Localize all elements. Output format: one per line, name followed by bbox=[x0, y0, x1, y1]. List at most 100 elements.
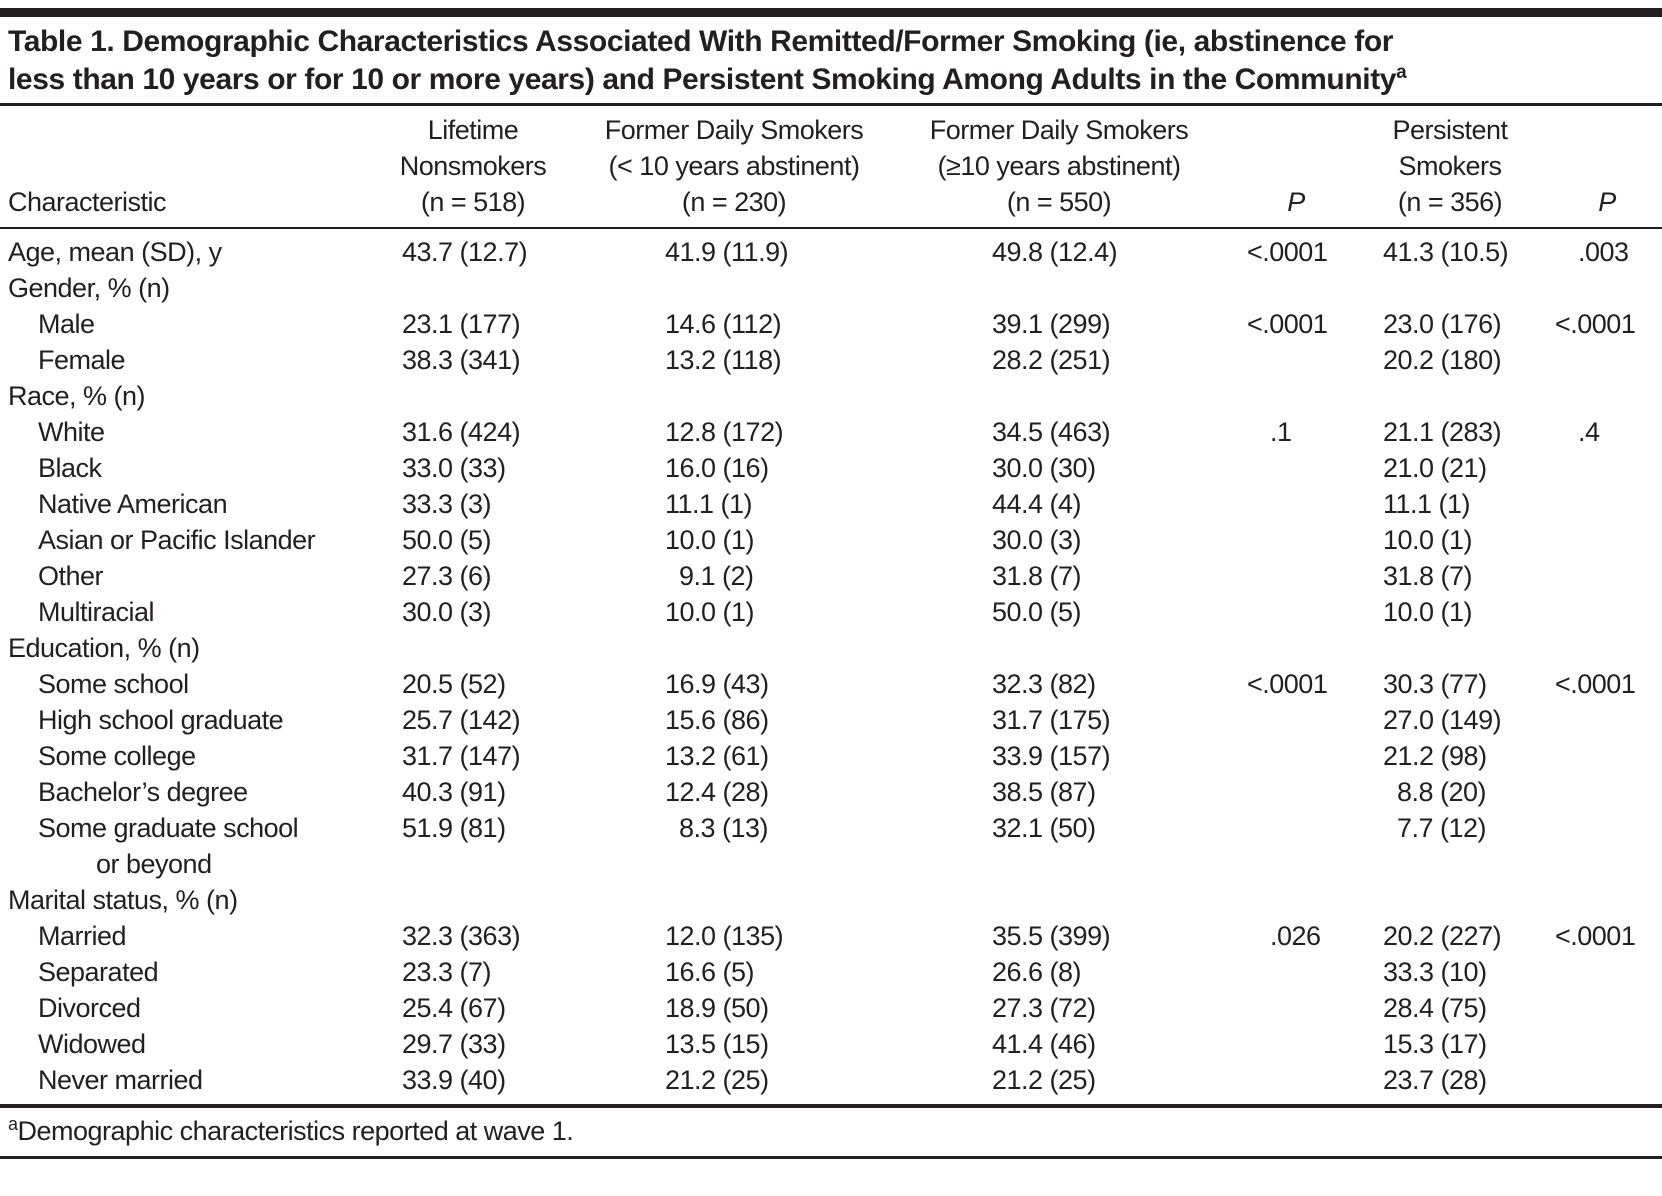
table-row: Widowed 29.7 (33) 13.5 (15) 41.4 (46) 15.3 (… bbox=[0, 1026, 1662, 1062]
value-cell: 9.1 (2) bbox=[679, 561, 754, 591]
p-value-cell bbox=[1247, 486, 1383, 522]
row-label: Married bbox=[38, 921, 127, 951]
value-cell: 10.0 (1) bbox=[665, 597, 755, 627]
value-cell: 7.7 (12) bbox=[1397, 813, 1487, 843]
p-value-cell bbox=[1247, 342, 1383, 378]
p-value-cell bbox=[1247, 378, 1383, 414]
p-value-cell bbox=[1247, 954, 1383, 990]
value-cell: 28.2 (251) bbox=[992, 345, 1111, 375]
value-cell: 12.4 (28) bbox=[665, 777, 769, 807]
value-cell: 31.7 (147) bbox=[402, 741, 521, 771]
row-label: Black bbox=[38, 453, 102, 483]
value-cell: 43.7 (12.7) bbox=[402, 237, 528, 267]
table-row: Education, % (n) bbox=[0, 630, 1662, 666]
rule-under-title bbox=[0, 103, 1662, 106]
row-label: White bbox=[38, 417, 105, 447]
value-cell: 8.8 (20) bbox=[1397, 777, 1487, 807]
value-cell: 31.8 (7) bbox=[1383, 561, 1473, 591]
p-value-cell bbox=[1555, 738, 1662, 774]
value-cell bbox=[1383, 630, 1555, 666]
p-value-cell bbox=[1555, 270, 1662, 306]
value-cell: 23.1 (177) bbox=[402, 309, 521, 339]
value-cell: 21.0 (21) bbox=[1383, 453, 1487, 483]
row-label: Male bbox=[38, 309, 95, 339]
table-row: Multiracial 30.0 (3) 10.0 (1) 50.0 (5) 10.0 … bbox=[0, 594, 1662, 630]
value-cell bbox=[992, 378, 1247, 414]
p-value-cell bbox=[1555, 882, 1662, 918]
value-cell: 32.3 (82) bbox=[992, 669, 1096, 699]
table-row: High school graduate 25.7 (142) 15.6 (86) 3… bbox=[0, 702, 1662, 738]
value-cell: 41.9 (11.9) bbox=[665, 237, 789, 267]
p-value-cell bbox=[1555, 1026, 1662, 1062]
p-value-cell bbox=[1555, 342, 1662, 378]
value-cell: 23.3 (7) bbox=[402, 957, 492, 987]
p-value-cell bbox=[1247, 630, 1383, 666]
p-value-cell: <.0001 bbox=[1247, 309, 1328, 339]
table-footnote: aDemographic characteristics reported at… bbox=[0, 1108, 1662, 1156]
p-value-cell bbox=[1247, 1026, 1383, 1062]
value-cell: 16.0 (16) bbox=[665, 453, 769, 483]
row-label: Some graduate school or beyond bbox=[8, 810, 402, 882]
value-cell: 16.9 (43) bbox=[665, 669, 769, 699]
p-value-cell bbox=[1247, 450, 1383, 486]
table-row: Marital status, % (n) bbox=[0, 882, 1662, 918]
value-cell: 35.5 (399) bbox=[992, 921, 1111, 951]
value-cell: 8.3 (13) bbox=[679, 813, 769, 843]
row-label: Marital status, % (n) bbox=[8, 885, 238, 915]
value-cell: 49.8 (12.4) bbox=[992, 237, 1118, 267]
row-label: Age, mean (SD), y bbox=[8, 237, 222, 267]
value-cell: 50.0 (5) bbox=[402, 525, 492, 555]
value-cell: 27.0 (149) bbox=[1383, 705, 1502, 735]
row-label: Female bbox=[38, 345, 126, 375]
value-cell: 13.5 (15) bbox=[665, 1029, 769, 1059]
row-label: Multiracial bbox=[38, 597, 155, 627]
table-title-line-1: Table 1. Demographic Characteristics Ass… bbox=[8, 25, 1394, 58]
value-cell bbox=[992, 630, 1247, 666]
rule-under-header bbox=[0, 227, 1662, 229]
column-header-characteristic: Characteristic bbox=[8, 187, 167, 217]
value-cell bbox=[665, 378, 992, 414]
row-label: Divorced bbox=[38, 993, 141, 1023]
row-label: Race, % (n) bbox=[8, 381, 146, 411]
value-cell bbox=[992, 270, 1247, 306]
p-value-cell: .003 bbox=[1578, 237, 1629, 267]
column-header-former-smokers-ge10: Former Daily Smokers (≥10 years abstinen… bbox=[929, 115, 1189, 217]
value-cell: 23.7 (28) bbox=[1383, 1065, 1487, 1095]
p-value-cell bbox=[1555, 1062, 1662, 1098]
value-cell: 30.0 (30) bbox=[992, 453, 1096, 483]
p-value-cell: <.0001 bbox=[1247, 669, 1328, 699]
value-cell: 15.6 (86) bbox=[665, 705, 769, 735]
footnote-marker: a bbox=[8, 1114, 18, 1134]
table-title: Table 1. Demographic Characteristics Ass… bbox=[0, 23, 1662, 99]
p-value-cell bbox=[1555, 630, 1662, 666]
table-title-line-2: less than 10 years or for 10 or more yea… bbox=[8, 63, 1397, 96]
value-cell: 32.1 (50) bbox=[992, 813, 1096, 843]
p-value-cell: .026 bbox=[1270, 921, 1321, 951]
table-row: Married 32.3 (363) 12.0 (135) 35.5 (399) .02… bbox=[0, 918, 1662, 954]
p-value-cell bbox=[1247, 594, 1383, 630]
value-cell: 13.2 (118) bbox=[665, 345, 782, 375]
p-value-cell bbox=[1555, 522, 1662, 558]
row-label: Native American bbox=[38, 489, 228, 519]
value-cell: 12.0 (135) bbox=[665, 921, 784, 951]
p-value-cell bbox=[1247, 774, 1383, 810]
p-value-cell bbox=[1247, 270, 1383, 306]
row-label: Other bbox=[38, 561, 104, 591]
value-cell: 11.1 (1) bbox=[665, 489, 753, 519]
table-row: Never married 33.9 (40) 21.2 (25) 21.2 (25)… bbox=[0, 1062, 1662, 1098]
column-header-p-value-2: P bbox=[1598, 187, 1616, 217]
value-cell bbox=[665, 630, 992, 666]
value-cell bbox=[402, 270, 665, 306]
row-label: Widowed bbox=[38, 1029, 146, 1059]
value-cell bbox=[1383, 378, 1555, 414]
p-value-cell bbox=[1555, 450, 1662, 486]
value-cell: 50.0 (5) bbox=[992, 597, 1082, 627]
value-cell: 18.9 (50) bbox=[665, 993, 769, 1023]
value-cell bbox=[402, 378, 665, 414]
value-cell: 31.8 (7) bbox=[992, 561, 1082, 591]
value-cell: 29.7 (33) bbox=[402, 1029, 506, 1059]
value-cell: 28.4 (75) bbox=[1383, 993, 1487, 1023]
p-value-cell bbox=[1247, 882, 1383, 918]
value-cell: 25.4 (67) bbox=[402, 993, 506, 1023]
